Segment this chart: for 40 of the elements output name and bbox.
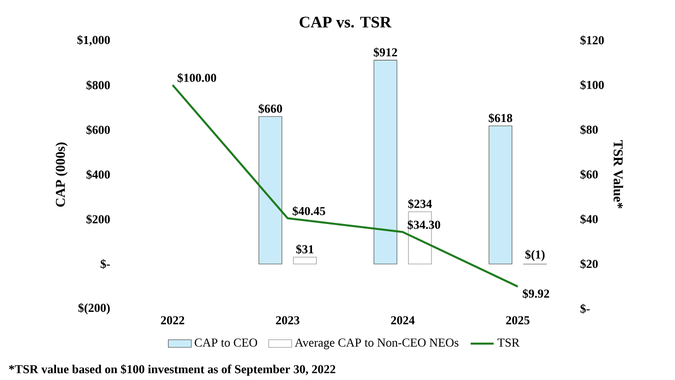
data-label: $100.00 (178, 73, 216, 83)
y2-tick-label: $- (580, 304, 590, 314)
y2-tick-label: $80 (580, 125, 598, 135)
chart-title: CAP vs. TSR (300, 16, 392, 28)
y-tick-label: $400 (86, 170, 110, 180)
y-tick-label: $200 (86, 214, 110, 224)
y-axis-title: CAP (000s) (55, 142, 68, 207)
line-series (172, 84, 519, 288)
y-tick-label: $(200) (78, 303, 110, 315)
bar (488, 126, 512, 264)
y-tick-label: $800 (86, 80, 110, 90)
y2-tick-label: $40 (580, 214, 598, 224)
y2-tick-label: $60 (580, 170, 598, 180)
y2-tick-label: $100 (580, 80, 604, 90)
legend-label: TSR (498, 338, 520, 347)
data-label: $(1) (525, 250, 545, 262)
y-tick-label: $1,000 (77, 35, 110, 46)
data-label: $34.30 (408, 220, 440, 230)
x-tick-label: 2025 (506, 316, 530, 325)
y2-tick-label: $20 (580, 259, 598, 269)
text: *TSR value based on $100 investment as of September 30, 2022 (9, 364, 336, 376)
bar (374, 60, 398, 264)
y-tick-label: $600 (86, 125, 110, 135)
x-tick-label: 2024 (391, 316, 415, 325)
data-label: $31 (296, 244, 314, 254)
y2-axis-title: TSR Value* (614, 140, 624, 209)
data-label: $234 (408, 199, 432, 209)
x-tick-label: 2022 (160, 316, 184, 325)
x-tick-label: 2023 (276, 316, 300, 325)
legend-label: Average CAP to Non-CEO NEOs (294, 338, 458, 350)
y-tick-label: $- (100, 259, 110, 270)
y2-tick-label: $120 (580, 36, 604, 46)
data-label: $660 (258, 104, 282, 114)
data-label: $40.45 (292, 206, 326, 216)
data-label: $912 (374, 48, 398, 58)
data-label: $618 (488, 113, 512, 124)
data-label: $9.92 (522, 288, 550, 299)
legend-label: CAP to CEO (194, 338, 258, 347)
bar (258, 116, 282, 264)
bar (293, 256, 317, 264)
